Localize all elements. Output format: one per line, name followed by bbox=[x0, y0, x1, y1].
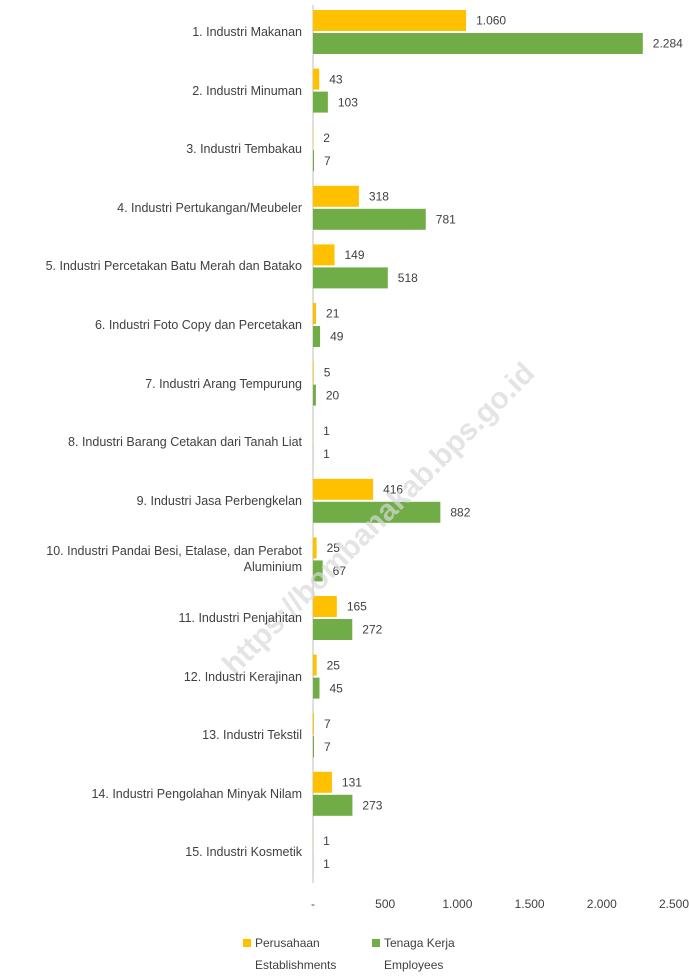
value-label: 21 bbox=[326, 307, 340, 321]
x-tick-label: 1.000 bbox=[442, 897, 472, 911]
bar bbox=[313, 303, 317, 324]
category-label: 12. Industri Kerajinan bbox=[183, 669, 302, 684]
value-label: 7 bbox=[324, 740, 331, 754]
value-label: 25 bbox=[327, 541, 341, 555]
bar bbox=[313, 150, 315, 172]
category-label: 6. Industri Foto Copy dan Percetakan bbox=[94, 318, 302, 332]
bar bbox=[313, 244, 335, 266]
bar bbox=[313, 10, 467, 31]
bar bbox=[313, 91, 328, 113]
category-label: 7. Industri Arang Tempurung bbox=[145, 376, 302, 391]
bar bbox=[313, 208, 426, 230]
legend-label: Employees bbox=[384, 958, 443, 972]
category-label: 15. Industri Kosmetik bbox=[185, 845, 302, 860]
value-label: 7 bbox=[324, 717, 331, 731]
category-label: 11. Industri Penjahitan bbox=[178, 611, 302, 625]
legend-swatch bbox=[372, 939, 380, 947]
value-label: 518 bbox=[398, 271, 418, 285]
category-label: 4. Industri Pertukangan/Meubeler bbox=[117, 200, 302, 215]
value-label: 5 bbox=[324, 365, 331, 379]
bar bbox=[313, 560, 323, 582]
bar bbox=[313, 794, 353, 816]
value-label: 318 bbox=[369, 189, 389, 203]
value-label: 781 bbox=[436, 212, 456, 226]
legend-label: Perusahaan bbox=[255, 936, 320, 950]
value-label: 103 bbox=[338, 95, 358, 109]
x-tick-label: 500 bbox=[375, 897, 395, 911]
category-label: 13. Industri Tekstil bbox=[202, 728, 302, 743]
bar bbox=[313, 736, 315, 758]
value-label: 1 bbox=[323, 834, 330, 848]
value-label: 7 bbox=[324, 154, 331, 168]
value-label: 273 bbox=[362, 798, 382, 812]
value-label: 45 bbox=[329, 681, 343, 695]
category-label: 14. Industri Pengolahan Minyak Nilam bbox=[91, 786, 302, 801]
bar bbox=[313, 326, 321, 347]
legend-label: Tenaga Kerja bbox=[384, 936, 455, 950]
value-label: 25 bbox=[327, 658, 341, 672]
bar bbox=[313, 596, 337, 617]
legend-label: Establishments bbox=[255, 958, 336, 972]
value-label: 416 bbox=[383, 482, 403, 496]
bar bbox=[313, 619, 353, 640]
value-label: 882 bbox=[450, 505, 470, 519]
bar bbox=[313, 677, 320, 699]
bar bbox=[313, 185, 359, 207]
x-tick-label: - bbox=[311, 897, 315, 911]
bar bbox=[313, 33, 643, 54]
value-label: 67 bbox=[333, 564, 347, 578]
value-label: 149 bbox=[345, 248, 365, 262]
value-label: 20 bbox=[326, 388, 340, 402]
legend-swatch bbox=[243, 939, 251, 947]
value-label: 1.060 bbox=[476, 14, 506, 28]
x-tick-label: 2.000 bbox=[587, 897, 617, 911]
value-label: 1 bbox=[323, 857, 330, 871]
bar bbox=[313, 361, 314, 383]
value-label: 1 bbox=[323, 424, 330, 438]
category-label: 3. Industri Tembakau bbox=[186, 142, 302, 157]
bar bbox=[313, 713, 315, 735]
x-tick-label: 1.500 bbox=[515, 897, 545, 911]
value-label: 2.284 bbox=[653, 37, 683, 51]
bar bbox=[313, 501, 441, 523]
bar bbox=[313, 537, 317, 559]
value-label: 1 bbox=[323, 447, 330, 461]
value-label: 272 bbox=[362, 623, 382, 637]
x-tick-label: 2.500 bbox=[659, 897, 689, 911]
value-label: 165 bbox=[347, 600, 367, 614]
value-label: 49 bbox=[330, 330, 344, 344]
value-label: 43 bbox=[329, 72, 343, 86]
bar bbox=[313, 68, 320, 90]
bar bbox=[313, 384, 316, 406]
category-label: 8. Industri Barang Cetakan dari Tanah Li… bbox=[68, 435, 302, 450]
category-label: 9. Industri Jasa Perbengkelan bbox=[136, 493, 302, 508]
category-label: 10. Industri Pandai Besi, Etalase, dan P… bbox=[46, 544, 302, 575]
category-label: 2. Industri Minuman bbox=[192, 83, 302, 98]
bar bbox=[313, 654, 317, 676]
value-label: 2 bbox=[323, 131, 330, 145]
value-label: 131 bbox=[342, 775, 362, 789]
category-label: 1. Industri Makanan bbox=[192, 25, 302, 39]
bar bbox=[313, 771, 332, 793]
bar bbox=[313, 267, 388, 289]
bar bbox=[313, 478, 374, 500]
category-label: 5. Industri Percetakan Batu Merah dan Ba… bbox=[45, 259, 302, 274]
